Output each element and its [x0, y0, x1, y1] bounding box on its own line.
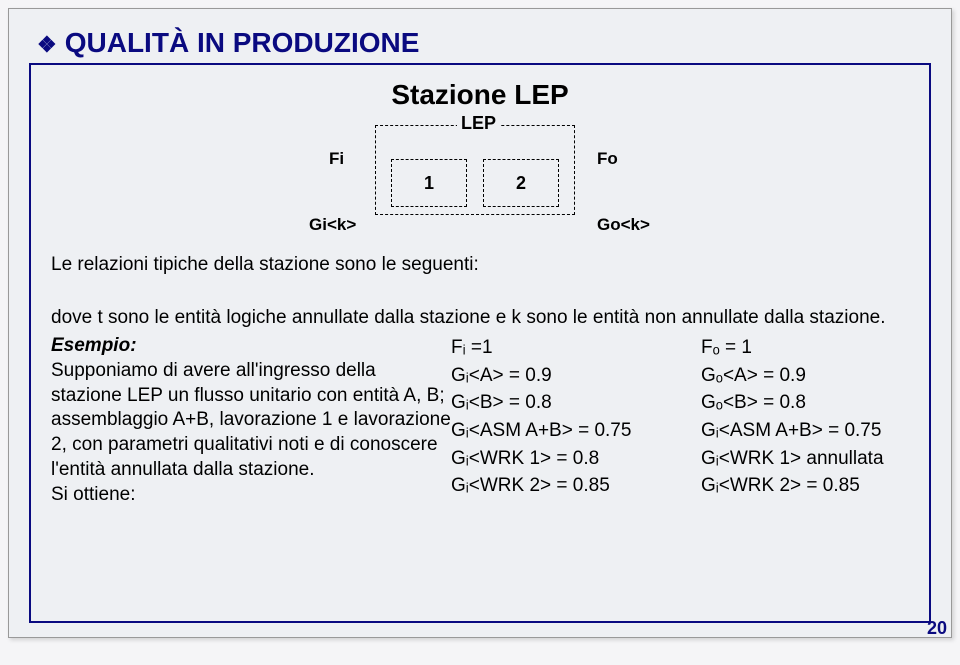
- example-row: Esempio: Supponiamo di avere all'ingress…: [51, 334, 909, 507]
- c2-l2: Gₒ<A> = 0.9: [701, 362, 951, 390]
- c2-l1: Fₒ = 1: [701, 334, 951, 362]
- c1-l4: Gᵢ<ASM A+B> = 0.75: [451, 417, 701, 445]
- c1-l5: Gᵢ<WRK 1> = 0.8: [451, 445, 701, 473]
- c2-l4: Gᵢ<ASM A+B> = 0.75: [701, 417, 951, 445]
- slide-subtitle: Stazione LEP: [51, 79, 909, 111]
- c1-l1: Fᵢ =1: [451, 334, 701, 362]
- lep-box-2: 2: [483, 159, 559, 207]
- slide-title-row: ❖ QUALITÀ IN PRODUZIONE: [37, 27, 923, 59]
- slide: ❖ QUALITÀ IN PRODUZIONE Stazione LEP LEP…: [8, 8, 952, 638]
- example-footer: Si ottiene:: [51, 484, 136, 505]
- port-gi: Gi<k>: [309, 215, 356, 235]
- lep-label: LEP: [457, 113, 500, 134]
- port-fi: Fi: [329, 149, 344, 169]
- example-text: Supponiamo di avere all'ingresso della s…: [51, 360, 451, 480]
- intro-text: Le relazioni tipiche della stazione sono…: [51, 253, 909, 278]
- example-header: Esempio:: [51, 335, 137, 356]
- dove-text: dove t sono le entità logiche annullate …: [51, 306, 909, 331]
- example-col2: Fₒ = 1 Gₒ<A> = 0.9 Gₒ<B> = 0.8 Gᵢ<ASM A+…: [701, 334, 951, 499]
- port-fo: Fo: [597, 149, 618, 169]
- lep-box-1: 1: [391, 159, 467, 207]
- c2-l5: Gᵢ<WRK 1> annullata: [701, 445, 951, 473]
- c2-l3: Gₒ<B> = 0.8: [701, 389, 951, 417]
- example-left: Esempio: Supponiamo di avere all'ingress…: [51, 334, 451, 507]
- diagram: LEP 1 2 Fi Gi<k> Fo Go<k>: [51, 119, 909, 229]
- slide-title: QUALITÀ IN PRODUZIONE: [65, 27, 420, 59]
- c1-l2: Gᵢ<A> = 0.9: [451, 362, 701, 390]
- example-col1: Fᵢ =1 Gᵢ<A> = 0.9 Gᵢ<B> = 0.8 Gᵢ<ASM A+B…: [451, 334, 701, 499]
- c2-l6: Gᵢ<WRK 2> = 0.85: [701, 472, 951, 500]
- c1-l6: Gᵢ<WRK 2> = 0.85: [451, 472, 701, 500]
- bullet-icon: ❖: [37, 32, 57, 58]
- c1-l3: Gᵢ<B> = 0.8: [451, 389, 701, 417]
- page-number: 20: [927, 618, 947, 639]
- content-frame: Stazione LEP LEP 1 2 Fi Gi<k> Fo Go<k> L…: [29, 63, 931, 623]
- port-go: Go<k>: [597, 215, 650, 235]
